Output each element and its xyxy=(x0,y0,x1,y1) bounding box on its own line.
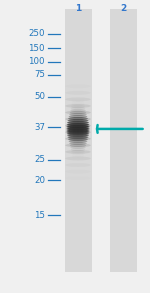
Ellipse shape xyxy=(71,107,85,110)
Ellipse shape xyxy=(65,143,91,147)
Ellipse shape xyxy=(65,97,91,101)
Ellipse shape xyxy=(65,104,91,108)
Ellipse shape xyxy=(70,144,86,147)
Ellipse shape xyxy=(65,124,91,128)
Bar xyxy=(110,9,136,272)
Ellipse shape xyxy=(70,111,86,114)
Ellipse shape xyxy=(68,138,88,141)
Text: 150: 150 xyxy=(28,44,45,53)
Ellipse shape xyxy=(65,117,91,121)
Text: 100: 100 xyxy=(28,57,45,66)
Ellipse shape xyxy=(66,130,90,132)
Text: 75: 75 xyxy=(34,70,45,79)
Ellipse shape xyxy=(66,125,90,128)
Text: 25: 25 xyxy=(34,155,45,164)
Ellipse shape xyxy=(70,146,86,149)
Text: 50: 50 xyxy=(34,92,45,101)
Text: 20: 20 xyxy=(34,176,45,185)
Text: 1: 1 xyxy=(75,4,81,13)
Bar xyxy=(64,9,92,272)
Text: 15: 15 xyxy=(34,211,45,220)
Ellipse shape xyxy=(71,148,85,151)
Ellipse shape xyxy=(69,115,87,118)
Ellipse shape xyxy=(69,113,87,116)
Ellipse shape xyxy=(65,110,91,115)
Text: 37: 37 xyxy=(34,123,45,132)
Text: 250: 250 xyxy=(28,29,45,38)
Ellipse shape xyxy=(65,137,91,141)
Ellipse shape xyxy=(65,130,91,134)
Text: 2: 2 xyxy=(120,4,126,13)
Ellipse shape xyxy=(69,142,87,145)
Ellipse shape xyxy=(70,109,86,112)
Ellipse shape xyxy=(68,117,88,120)
Ellipse shape xyxy=(65,150,91,154)
Ellipse shape xyxy=(68,136,88,139)
Ellipse shape xyxy=(68,119,88,122)
Ellipse shape xyxy=(65,156,91,161)
Ellipse shape xyxy=(67,123,89,126)
Ellipse shape xyxy=(67,134,89,137)
Ellipse shape xyxy=(67,121,89,124)
Ellipse shape xyxy=(67,132,89,134)
Ellipse shape xyxy=(69,140,87,143)
Ellipse shape xyxy=(66,127,90,130)
